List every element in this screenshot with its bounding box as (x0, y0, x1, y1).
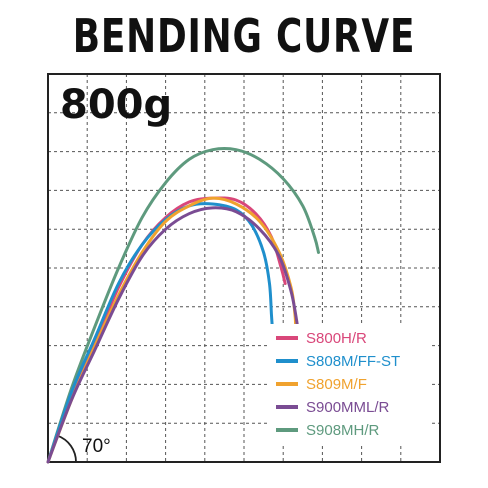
chart-title: BENDING CURVE (72, 9, 416, 63)
angle-arc (57, 434, 77, 463)
legend-label: S908MH/R (306, 422, 380, 439)
series-line-s908mh-r (46, 146, 320, 464)
load-label: 800g (60, 82, 172, 128)
series-line-s900mml-r (46, 206, 301, 464)
legend-label: S900MML/R (306, 399, 390, 416)
series-line-s800h-r (46, 196, 287, 464)
series-layer (46, 146, 320, 464)
legend: S800H/R S808M/FF-ST S809M/F S900MML/R S908MH… (270, 324, 432, 445)
legend-label: S809M/F (306, 376, 367, 393)
series-line-s808m-ff-st (46, 202, 274, 464)
legend-label: S808M/FF-ST (306, 353, 400, 370)
legend-label: S800H/R (306, 330, 367, 347)
angle-label: 70° (82, 436, 111, 457)
plot-frame (47, 73, 441, 463)
